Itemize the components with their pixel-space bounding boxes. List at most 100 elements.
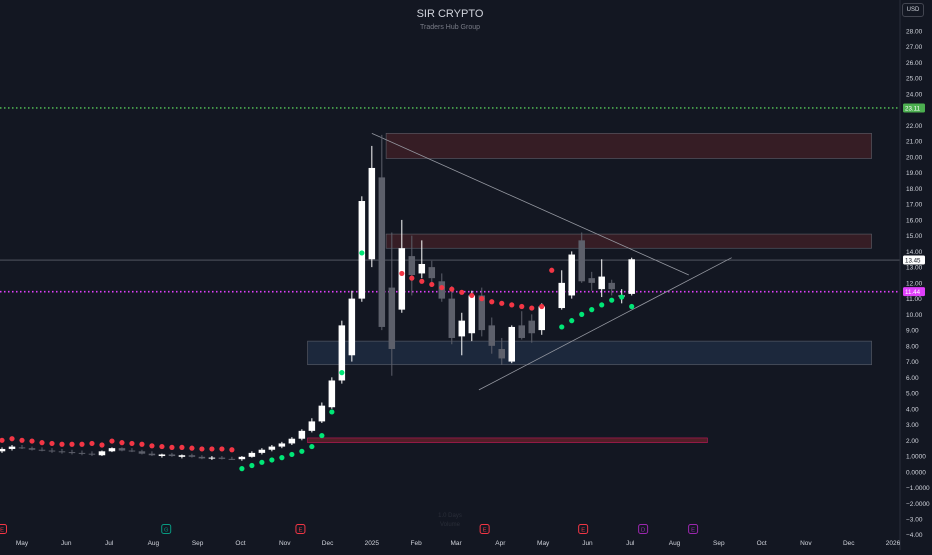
- candle-body-28: [278, 443, 286, 447]
- event-marker-label-4: E: [581, 527, 585, 533]
- signal-dot-red-10: [99, 442, 105, 448]
- mid-supply-zone: [385, 233, 872, 249]
- candle-body-26: [258, 449, 266, 453]
- y-tick-label-2: 26.00: [906, 60, 923, 67]
- signal-dot-green-57: [609, 297, 615, 303]
- x-tick-label-0: May: [16, 540, 29, 547]
- signal-dot-red-0: [0, 437, 5, 443]
- signal-dot-red-51: [549, 267, 555, 273]
- candle-body-35: [348, 298, 356, 356]
- signal-dot-green-31: [309, 443, 315, 450]
- candle-body-51: [508, 326, 516, 362]
- signal-dot-red-38: [419, 278, 425, 284]
- green-level-badge-label: 23.11: [905, 105, 921, 112]
- candle-body-24: [238, 456, 246, 460]
- candle-body-34: [338, 325, 346, 381]
- candle-body-62: [628, 259, 635, 294]
- event-marker-3: [479, 524, 490, 534]
- x-tick-label-13: Jun: [582, 540, 593, 547]
- magenta-level-badge: [903, 287, 925, 297]
- candle-body-7: [68, 452, 76, 454]
- signal-dot-green-35: [359, 250, 365, 256]
- candle-body-57: [578, 240, 585, 282]
- candle-body-9: [88, 453, 96, 455]
- watermark-volume: Volume: [439, 522, 460, 528]
- candle-body-59: [598, 276, 605, 290]
- current-price-badge: [903, 255, 925, 265]
- candle-body-56: [568, 254, 575, 296]
- candle-body-22: [218, 457, 226, 459]
- event-marker-2: [295, 524, 306, 534]
- x-tick-label-20: 2026: [886, 540, 901, 547]
- x-tick-label-9: Feb: [410, 540, 422, 547]
- currency-button[interactable]: USD: [902, 3, 924, 17]
- candle-body-32: [318, 405, 326, 422]
- candle-body-15: [148, 453, 156, 456]
- y-tick-label-24: 4.00: [906, 406, 919, 413]
- candle-body-0: [0, 448, 6, 452]
- signal-dot-red-47: [509, 302, 515, 308]
- y-tick-label-18: 10.00: [906, 312, 923, 319]
- signal-dot-red-6: [59, 441, 65, 447]
- candle-body-10: [98, 451, 106, 456]
- signal-dot-red-14: [139, 441, 145, 447]
- y-tick-label-17: 11.00: [906, 296, 922, 303]
- candle-body-60: [608, 282, 615, 290]
- signal-dot-red-22: [219, 446, 225, 452]
- demand-zone: [307, 340, 872, 366]
- signal-dot-red-21: [209, 446, 215, 452]
- candle-body-27: [268, 446, 276, 450]
- candle-body-5: [48, 450, 56, 452]
- event-marker-label-2: E: [298, 527, 302, 533]
- chart-subtitle: Traders Hub Group: [419, 24, 481, 31]
- signal-dot-red-48: [519, 303, 525, 310]
- candle-body-19: [188, 455, 196, 457]
- x-tick-label-4: Sep: [192, 540, 204, 547]
- event-marker-label-0: E: [0, 527, 4, 533]
- y-tick-label-26: 2.00: [906, 438, 919, 445]
- y-tick-label-16: 12.00: [906, 280, 923, 287]
- signal-dot-red-42: [459, 289, 465, 295]
- signal-dot-green-25: [249, 462, 255, 469]
- signal-dot-red-46: [499, 300, 505, 306]
- signal-dot-red-40: [439, 284, 445, 291]
- candle-body-16: [158, 454, 166, 457]
- signal-dot-red-7: [69, 441, 75, 447]
- candle-body-25: [248, 452, 256, 457]
- candle-body-12: [118, 448, 126, 451]
- signal-dot-red-16: [159, 443, 165, 450]
- signal-dot-green-29: [289, 451, 295, 458]
- y-tick-label-27: 1.0000: [906, 454, 926, 461]
- y-tick-label-1: 27.00: [906, 44, 923, 51]
- x-tick-label-7: Dec: [322, 540, 334, 547]
- candle-body-36: [358, 201, 366, 299]
- x-tick-label-14: Jul: [626, 540, 635, 547]
- candle-body-39: [388, 287, 396, 349]
- event-marker-label-5: D: [641, 527, 645, 533]
- candle-body-42: [418, 263, 426, 274]
- signal-dot-red-41: [449, 286, 455, 292]
- y-tick-label-19: 9.00: [906, 328, 919, 335]
- x-tick-label-18: Nov: [800, 540, 812, 547]
- y-tick-label-21: 7.00: [906, 359, 919, 366]
- candle-body-48: [478, 295, 486, 331]
- candle-body-46: [458, 320, 466, 337]
- candle-body-54: [538, 306, 545, 331]
- signal-dot-red-1: [9, 436, 15, 442]
- x-tick-label-15: Aug: [669, 540, 681, 547]
- ascending-trendline: [478, 257, 732, 391]
- candle-body-8: [78, 452, 86, 454]
- candle-body-29: [288, 438, 296, 444]
- y-tick-label-23: 5.00: [906, 391, 919, 398]
- candle-body-58: [588, 278, 595, 283]
- y-tick-label-11: 17.00: [906, 202, 923, 209]
- signal-dot-green-55: [589, 307, 595, 313]
- y-tick-label-4: 24.00: [906, 91, 923, 98]
- x-tick-label-16: Sep: [713, 540, 725, 547]
- candle-body-37: [368, 167, 376, 260]
- event-marker-4: [578, 524, 589, 534]
- base-zone: [307, 437, 708, 443]
- signal-dot-green-58: [619, 294, 625, 300]
